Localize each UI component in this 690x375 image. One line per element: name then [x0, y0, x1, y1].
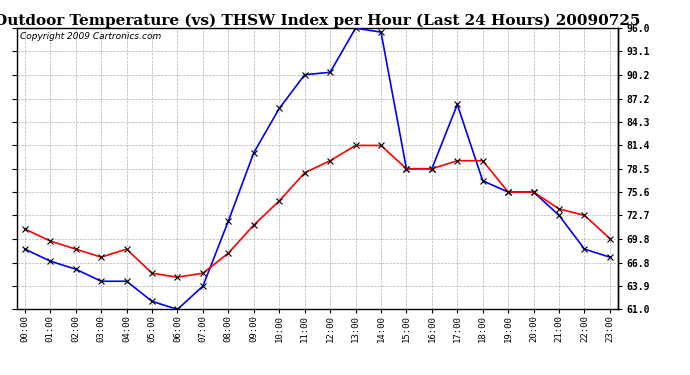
Text: Copyright 2009 Cartronics.com: Copyright 2009 Cartronics.com: [20, 32, 161, 41]
Text: Outdoor Temperature (vs) THSW Index per Hour (Last 24 Hours) 20090725: Outdoor Temperature (vs) THSW Index per …: [0, 13, 640, 27]
